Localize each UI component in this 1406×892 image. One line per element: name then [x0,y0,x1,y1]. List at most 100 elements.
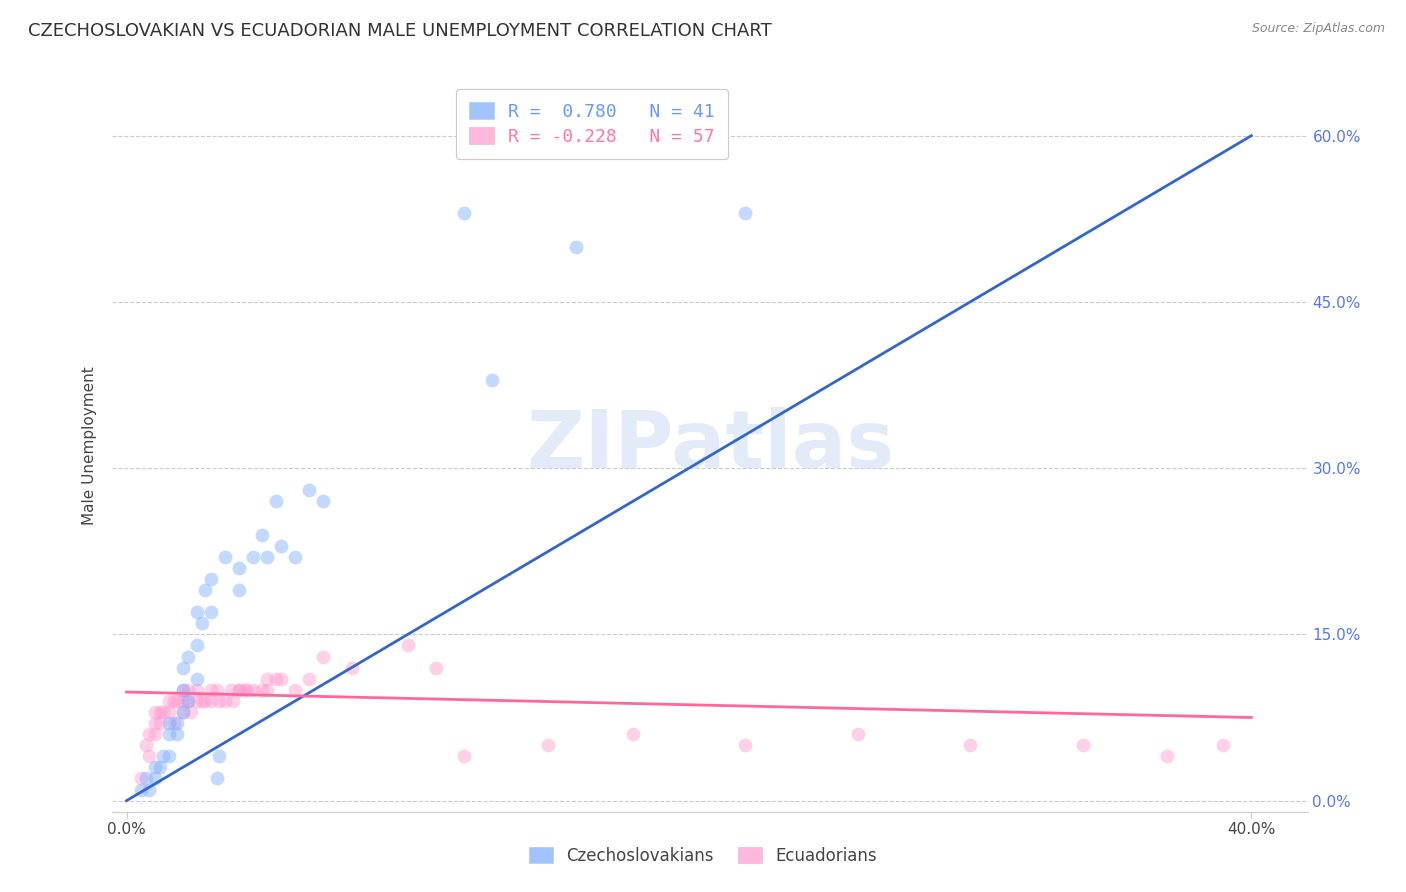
Point [425,660,447,674]
Point [1212,738,1234,752]
Point [284,549,307,564]
Point [149,716,172,731]
Point [157,705,180,719]
Point [264,494,287,508]
Point [242,682,264,697]
Point [138,727,160,741]
Point [194,694,217,708]
Text: Source: ZipAtlas.com: Source: ZipAtlas.com [1251,22,1385,36]
Point [264,672,287,686]
Point [219,682,242,697]
Point [143,716,166,731]
Point [177,682,200,697]
Point [186,639,208,653]
Point [298,483,321,498]
Point [284,682,307,697]
Point [214,549,236,564]
Legend: R =  0.780   N = 41, R = -0.228   N = 57: R = 0.780 N = 41, R = -0.228 N = 57 [456,89,728,159]
Point [250,682,273,697]
Point [846,727,869,741]
Point [143,772,166,786]
Point [186,605,208,619]
Point [453,206,475,220]
Point [734,738,756,752]
Text: CZECHOSLOVAKIAN VS ECUADORIAN MALE UNEMPLOYMENT CORRELATION CHART: CZECHOSLOVAKIAN VS ECUADORIAN MALE UNEMP… [28,22,772,40]
Point [143,760,166,774]
Point [200,694,222,708]
Point [143,727,166,741]
Point [177,694,200,708]
Point [177,649,200,664]
Point [228,682,250,697]
Point [149,760,172,774]
Point [734,206,756,220]
Point [537,738,560,752]
Point [200,605,222,619]
Point [191,616,214,631]
Point [191,694,214,708]
Point [208,694,231,708]
Point [453,749,475,764]
Point [481,372,503,386]
Y-axis label: Male Unemployment: Male Unemployment [82,367,97,525]
Point [129,772,152,786]
Point [157,716,180,731]
Point [298,672,321,686]
Point [228,561,250,575]
Point [166,694,188,708]
Point [205,772,228,786]
Point [129,782,152,797]
Point [222,694,245,708]
Point [340,660,363,674]
Point [172,682,194,697]
Point [166,727,188,741]
Point [1156,749,1178,764]
Legend: Czechoslovakians, Ecuadorians: Czechoslovakians, Ecuadorians [519,837,887,875]
Point [172,660,194,674]
Point [157,694,180,708]
Point [157,727,180,741]
Point [565,239,588,253]
Point [143,705,166,719]
Point [172,705,194,719]
Point [138,782,160,797]
Point [1071,738,1094,752]
Point [200,572,222,586]
Point [166,716,188,731]
Point [256,549,278,564]
Point [157,749,180,764]
Point [256,682,278,697]
Point [172,682,194,697]
Point [236,682,259,697]
Point [194,583,217,598]
Point [149,705,172,719]
Point [186,682,208,697]
Point [312,649,335,664]
Point [172,705,194,719]
Point [152,705,174,719]
Point [163,694,186,708]
Text: ZIPatlas: ZIPatlas [526,407,894,485]
Point [138,749,160,764]
Point [214,694,236,708]
Point [163,716,186,731]
Point [256,672,278,686]
Point [312,494,335,508]
Point [180,705,202,719]
Point [135,772,157,786]
Point [186,694,208,708]
Point [208,749,231,764]
Point [135,738,157,752]
Point [270,539,292,553]
Point [186,672,208,686]
Point [270,672,292,686]
Point [228,682,250,697]
Point [152,749,174,764]
Point [172,694,194,708]
Point [177,694,200,708]
Point [205,682,228,697]
Point [233,682,256,697]
Point [228,583,250,598]
Point [200,682,222,697]
Point [250,527,273,541]
